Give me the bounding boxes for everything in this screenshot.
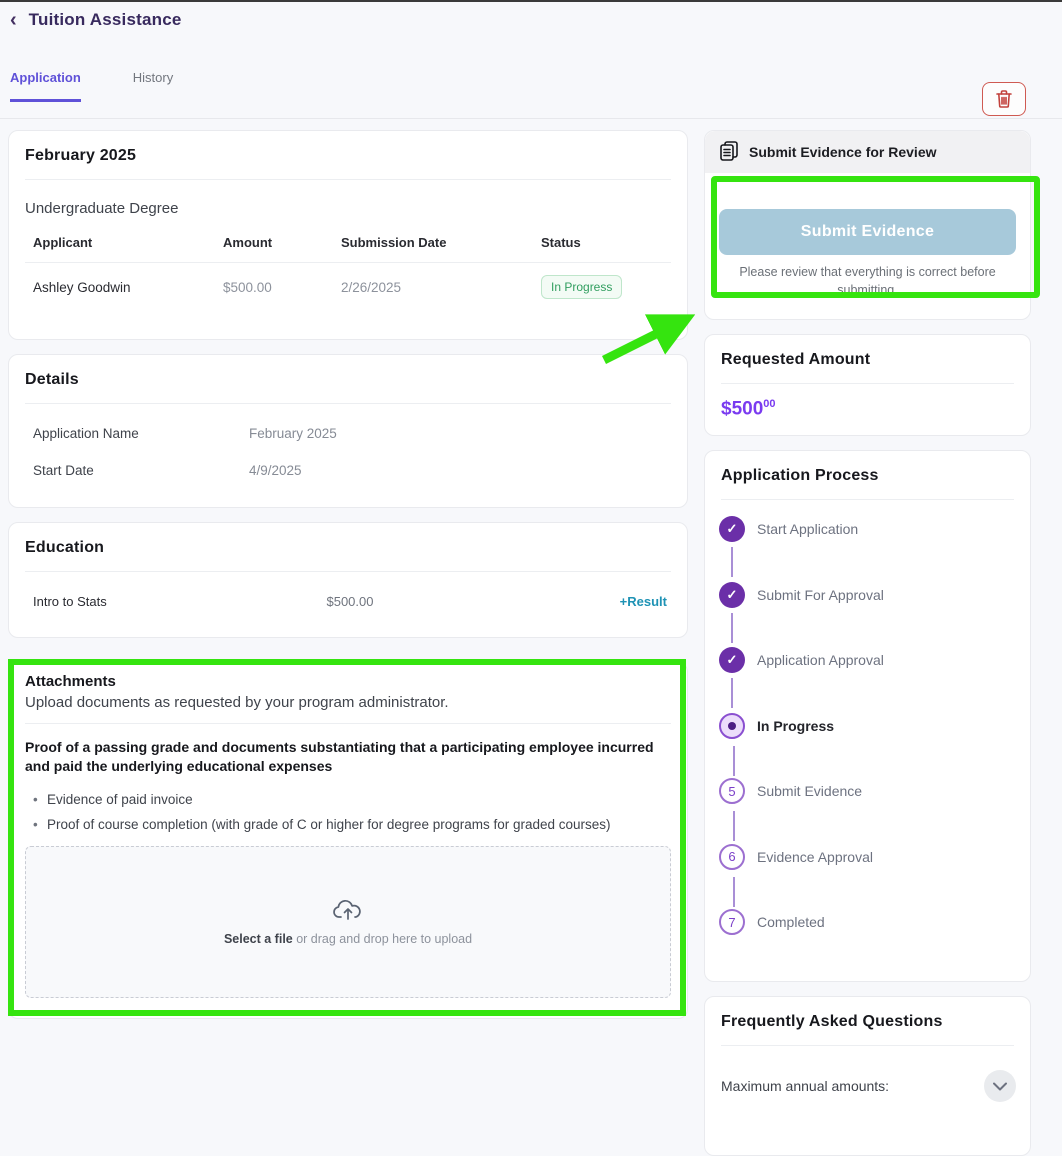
submit-panel-title: Submit Evidence for Review xyxy=(749,144,937,160)
details-card: Details Application Name February 2025 S… xyxy=(8,354,688,508)
topbar: ‹ Tuition Assistance xyxy=(10,10,182,30)
check-icon: ✓ xyxy=(719,581,745,643)
tabs-divider xyxy=(0,118,1062,119)
step-label: Submit Evidence xyxy=(757,783,863,799)
column-status: Status xyxy=(541,235,581,250)
bullet-item: Proof of course completion (with grade o… xyxy=(33,816,671,835)
column-applicant: Applicant xyxy=(33,235,93,250)
submit-evidence-button[interactable]: Submit Evidence xyxy=(719,209,1016,255)
cell-applicant: Ashley Goodwin xyxy=(33,279,131,295)
step-in-progress: In Progress xyxy=(719,712,1014,779)
status-badge: In Progress xyxy=(541,275,623,299)
step-submit-evidence: 5 Submit Evidence xyxy=(719,778,1014,844)
education-card: Education Intro to Stats $500.00 +Result xyxy=(8,522,688,638)
attachments-title: Attachments xyxy=(25,673,116,690)
requested-amount-title: Requested Amount xyxy=(721,351,871,368)
details-title: Details xyxy=(25,371,79,388)
step-label: Submit For Approval xyxy=(757,586,884,603)
requested-amount-card: Requested Amount $50000 xyxy=(704,334,1031,436)
divider xyxy=(25,403,671,404)
delete-application-button[interactable] xyxy=(982,82,1026,116)
back-icon[interactable]: ‹ xyxy=(10,9,17,31)
cell-submission-date: 2/26/2025 xyxy=(341,279,402,295)
check-icon: ✓ xyxy=(719,647,745,708)
faq-question: Maximum annual amounts: xyxy=(721,1078,890,1094)
select-file-link[interactable]: Select a file xyxy=(223,932,293,947)
field-label: Application Name xyxy=(33,426,139,441)
step-application-approval: ✓ Application Approval xyxy=(719,647,1014,713)
application-summary-card: February 2025 Undergraduate Degree Appli… xyxy=(8,130,688,340)
submit-evidence-panel: Submit Evidence for Review Submit Eviden… xyxy=(704,130,1031,320)
step-submit-for-approval: ✓ Submit For Approval xyxy=(719,581,1014,648)
tab-application[interactable]: Application xyxy=(10,70,81,102)
bullet-item: Evidence of paid invoice xyxy=(33,791,671,810)
column-amount: Amount xyxy=(223,235,273,250)
step-label: Completed xyxy=(757,914,825,930)
attachments-requirement: Proof of a passing grade and documents s… xyxy=(25,739,654,775)
education-title: Education xyxy=(25,539,105,556)
divider xyxy=(721,499,1014,500)
field-start-date: Start Date 4/9/2025 xyxy=(9,463,687,478)
step-evidence-approval: 6 Evidence Approval xyxy=(719,843,1014,910)
divider xyxy=(25,723,671,724)
requested-amount-value: $50000 xyxy=(721,398,776,420)
check-icon: ✓ xyxy=(719,516,745,577)
education-row: Intro to Stats $500.00 +Result xyxy=(9,572,687,609)
faq-card: Frequently Asked Questions Maximum annua… xyxy=(704,996,1031,1156)
course-name: Intro to Stats xyxy=(33,594,107,609)
process-title: Application Process xyxy=(721,467,879,484)
right-column: Submit Evidence for Review Submit Eviden… xyxy=(704,130,1031,1156)
divider xyxy=(721,1045,1014,1046)
cloud-upload-icon xyxy=(333,900,361,921)
tab-bar: Application History xyxy=(10,70,173,102)
step-label: In Progress xyxy=(757,717,835,734)
attachments-subtitle: Upload documents as requested by your pr… xyxy=(25,694,449,711)
step-number: 5 xyxy=(719,778,745,841)
step-label: Application Approval xyxy=(757,652,884,668)
documents-icon xyxy=(720,141,738,161)
field-value: 4/9/2025 xyxy=(249,463,302,478)
program-name: Undergraduate Degree xyxy=(25,200,179,217)
chevron-down-icon xyxy=(993,1082,1007,1090)
table-row[interactable]: Ashley Goodwin $500.00 2/26/2025 In Prog… xyxy=(25,263,671,299)
faq-expand-button[interactable] xyxy=(984,1070,1016,1102)
application-process-card: Application Process ✓ Start Application … xyxy=(704,450,1031,982)
main-content: February 2025 Undergraduate Degree Appli… xyxy=(8,130,1031,1156)
field-label: Start Date xyxy=(33,463,94,478)
page-title: Tuition Assistance xyxy=(28,10,182,29)
application-title: February 2025 xyxy=(25,147,137,164)
table-header-row: Applicant Amount Submission Date Status xyxy=(25,235,671,263)
submit-note: Please review that everything is correct… xyxy=(739,265,996,298)
tab-history[interactable]: History xyxy=(132,70,174,85)
submit-panel-header: Submit Evidence for Review xyxy=(705,131,1030,173)
step-number: 6 xyxy=(719,843,745,907)
left-column: February 2025 Undergraduate Degree Appli… xyxy=(8,130,688,1156)
trash-icon xyxy=(996,90,1012,108)
attachments-card: Attachments Upload documents as requeste… xyxy=(8,662,688,1019)
amount-cents: 00 xyxy=(763,398,776,410)
divider xyxy=(721,383,1014,384)
current-step-icon xyxy=(719,712,745,776)
field-application-name: Application Name February 2025 xyxy=(9,426,687,441)
divider xyxy=(25,571,671,572)
add-result-link[interactable]: +Result xyxy=(619,594,667,609)
file-dropzone[interactable]: Select a file or drag and drop here to u… xyxy=(25,846,671,999)
faq-item[interactable]: Maximum annual amounts: xyxy=(705,1046,1030,1102)
cell-amount: $500.00 xyxy=(223,279,272,295)
step-label: Start Application xyxy=(757,521,859,537)
course-amount: $500.00 xyxy=(326,594,374,609)
step-start-application: ✓ Start Application xyxy=(719,516,1014,582)
column-submission-date: Submission Date xyxy=(341,235,447,250)
attachments-bullet-list: Evidence of paid invoice Proof of course… xyxy=(9,777,687,835)
step-label: Evidence Approval xyxy=(757,848,873,865)
dropzone-text: Select a file or drag and drop here to u… xyxy=(223,932,473,947)
field-value: February 2025 xyxy=(249,426,337,441)
application-table: Applicant Amount Submission Date Status … xyxy=(25,235,671,299)
step-number: 7 xyxy=(719,909,745,935)
divider xyxy=(25,179,671,180)
step-completed: 7 Completed xyxy=(719,909,1014,935)
process-steps: ✓ Start Application ✓ Submit For Approva… xyxy=(705,500,1030,935)
faq-title: Frequently Asked Questions xyxy=(721,1013,943,1030)
